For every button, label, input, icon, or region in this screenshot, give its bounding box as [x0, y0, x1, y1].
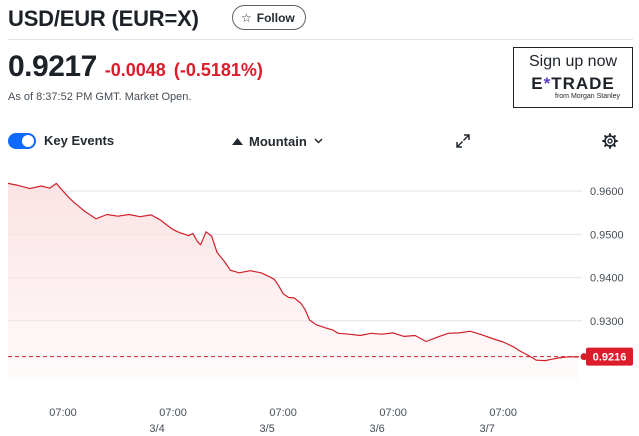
page-title: USD/EUR (EUR=X) — [8, 6, 199, 31]
market-status: As of 8:37:52 PM GMT. Market Open. — [8, 91, 192, 103]
current-price: 0.9217 — [8, 50, 97, 83]
price-change-percent: (-0.5181%) — [173, 60, 263, 80]
mountain-icon — [232, 138, 243, 145]
price-change: -0.0048 — [104, 60, 166, 80]
gear-icon[interactable] — [601, 132, 619, 150]
x-tick-time: 07:00 — [489, 407, 517, 419]
x-tick-date: 3/6 — [369, 423, 384, 435]
x-tick-time: 07:00 — [159, 407, 187, 419]
ad-cta: Sign up now — [528, 53, 618, 70]
x-tick-date: 3/5 — [259, 423, 274, 435]
y-tick-label: 0.9500 — [590, 229, 624, 241]
y-tick-label: 0.9600 — [590, 186, 624, 198]
expand-icon[interactable] — [454, 132, 472, 150]
x-tick-time: 07:00 — [269, 407, 297, 419]
quote-header: USD/EUR (EUR=X) ☆ Follow — [8, 4, 633, 34]
follow-button[interactable]: ☆ Follow — [232, 5, 306, 30]
last-point-marker — [580, 353, 588, 361]
last-value-label: 0.9216 — [593, 352, 627, 364]
y-tick-label: 0.9400 — [590, 273, 624, 285]
x-tick-time: 07:00 — [379, 407, 407, 419]
series-area — [8, 183, 578, 380]
x-tick-time: 07:00 — [49, 407, 77, 419]
last-value-badge — [586, 347, 633, 366]
etrade-ad[interactable]: Sign up now E*TRADE from Morgan Stanley — [513, 47, 633, 108]
series-line — [7, 182, 579, 362]
star-icon: ☆ — [241, 10, 252, 25]
key-events-toggle[interactable] — [8, 133, 36, 149]
chart-type-dropdown[interactable]: Mountain — [232, 131, 323, 151]
header-divider — [8, 39, 633, 40]
chart-toolbar: Key Events Mountain — [8, 130, 633, 154]
price-row: 0.9217 -0.0048 (-0.5181%) — [8, 50, 263, 86]
x-tick-date: 3/7 — [480, 423, 495, 435]
x-tick-date: 3/4 — [149, 423, 164, 435]
price-chart[interactable]: 0.9600 0.9500 0.9400 0.9300 0.9216 07:00 07:00… — [0, 170, 639, 436]
ad-logo: E*TRADE — [531, 74, 615, 93]
y-tick-label: 0.9300 — [590, 316, 624, 328]
chevron-down-icon — [314, 138, 323, 144]
toggle-knob — [22, 135, 34, 147]
chart-type-label: Mountain — [249, 133, 307, 149]
ad-subtitle: from Morgan Stanley — [555, 93, 620, 100]
follow-label: Follow — [256, 10, 295, 25]
key-events-label: Key Events — [44, 133, 115, 148]
